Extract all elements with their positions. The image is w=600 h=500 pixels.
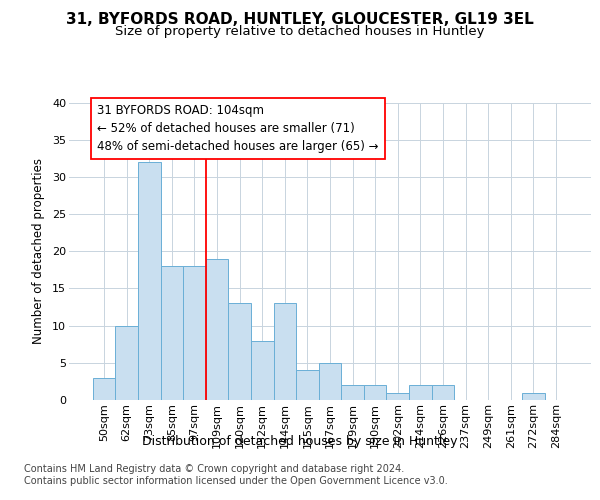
- Text: Distribution of detached houses by size in Huntley: Distribution of detached houses by size …: [142, 435, 458, 448]
- Bar: [522, 392, 545, 400]
- Bar: [251, 340, 274, 400]
- Bar: [274, 304, 296, 400]
- Text: Contains HM Land Registry data © Crown copyright and database right 2024.: Contains HM Land Registry data © Crown c…: [24, 464, 404, 474]
- Text: Contains public sector information licensed under the Open Government Licence v3: Contains public sector information licen…: [24, 476, 448, 486]
- Text: 31 BYFORDS ROAD: 104sqm
← 52% of detached houses are smaller (71)
48% of semi-de: 31 BYFORDS ROAD: 104sqm ← 52% of detache…: [97, 104, 379, 153]
- Bar: [386, 392, 409, 400]
- Text: 31, BYFORDS ROAD, HUNTLEY, GLOUCESTER, GL19 3EL: 31, BYFORDS ROAD, HUNTLEY, GLOUCESTER, G…: [66, 12, 534, 28]
- Y-axis label: Number of detached properties: Number of detached properties: [32, 158, 45, 344]
- Bar: [206, 258, 229, 400]
- Bar: [138, 162, 161, 400]
- Bar: [115, 326, 138, 400]
- Bar: [93, 378, 115, 400]
- Bar: [161, 266, 183, 400]
- Bar: [364, 385, 386, 400]
- Bar: [431, 385, 454, 400]
- Bar: [409, 385, 431, 400]
- Bar: [229, 304, 251, 400]
- Bar: [319, 363, 341, 400]
- Bar: [296, 370, 319, 400]
- Bar: [183, 266, 206, 400]
- Bar: [341, 385, 364, 400]
- Text: Size of property relative to detached houses in Huntley: Size of property relative to detached ho…: [115, 25, 485, 38]
